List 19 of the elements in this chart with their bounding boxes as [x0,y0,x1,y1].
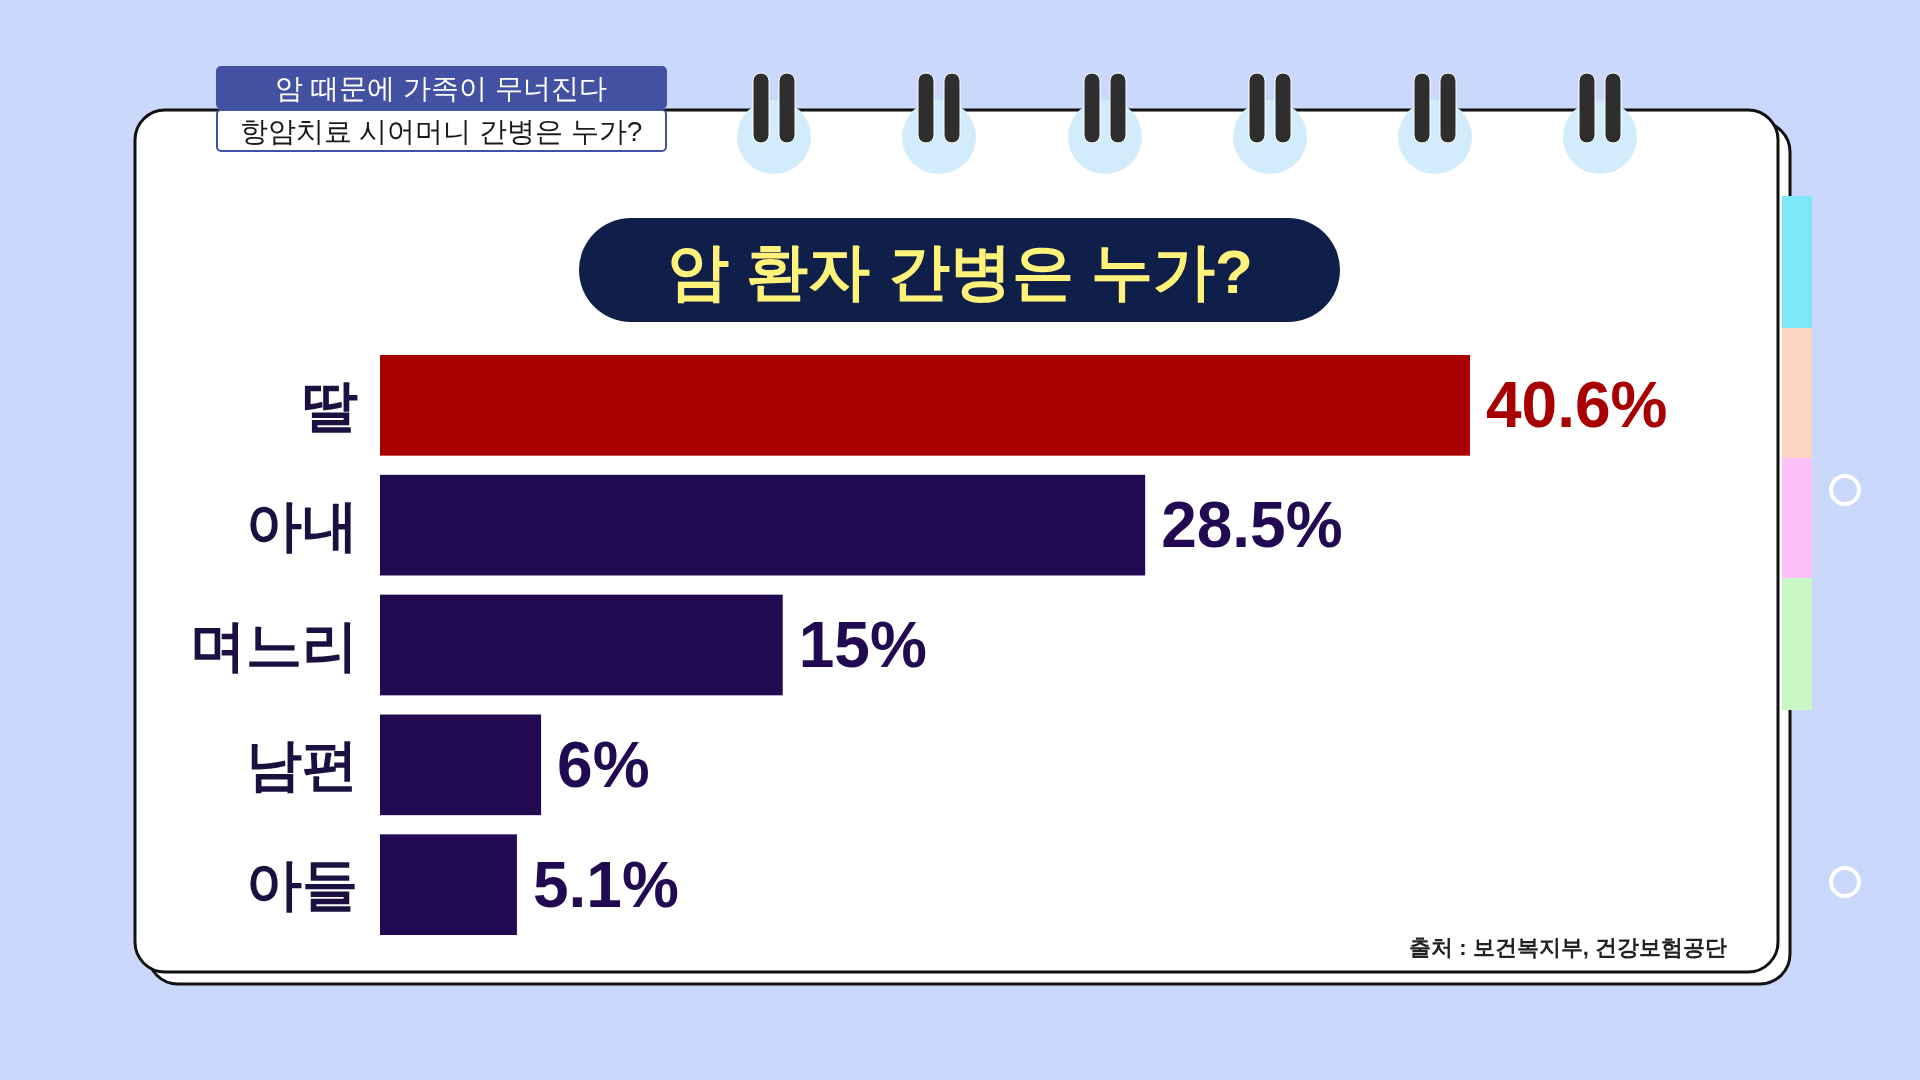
data-label: 28.5% [1161,489,1343,562]
bar [380,714,542,816]
annotation: 출처 : 보건복지부, 건강보험공단 [1409,935,1727,960]
bar [380,474,1146,576]
y-tick-label: 아들 [246,853,358,917]
text: 항암치료 시어머니 간병은 누가? [239,115,643,147]
bar [380,355,1470,456]
bar [380,834,517,935]
data-label: 6% [557,728,650,801]
y-tick-label: 남편 [246,733,358,797]
data-label: 15% [798,609,927,681]
y-tick-label: 아내 [246,493,358,557]
data-label: 5.1% [532,848,679,921]
chart-title: 암 환자 간병은 누가? [667,236,1253,306]
y-tick-label: 딸 [302,373,358,437]
text: 암 때문에 가족이 무너진다 [275,72,607,104]
data-label: 40.6% [1486,369,1668,442]
bar [380,594,783,696]
y-tick-label: 며느리 [190,613,358,677]
